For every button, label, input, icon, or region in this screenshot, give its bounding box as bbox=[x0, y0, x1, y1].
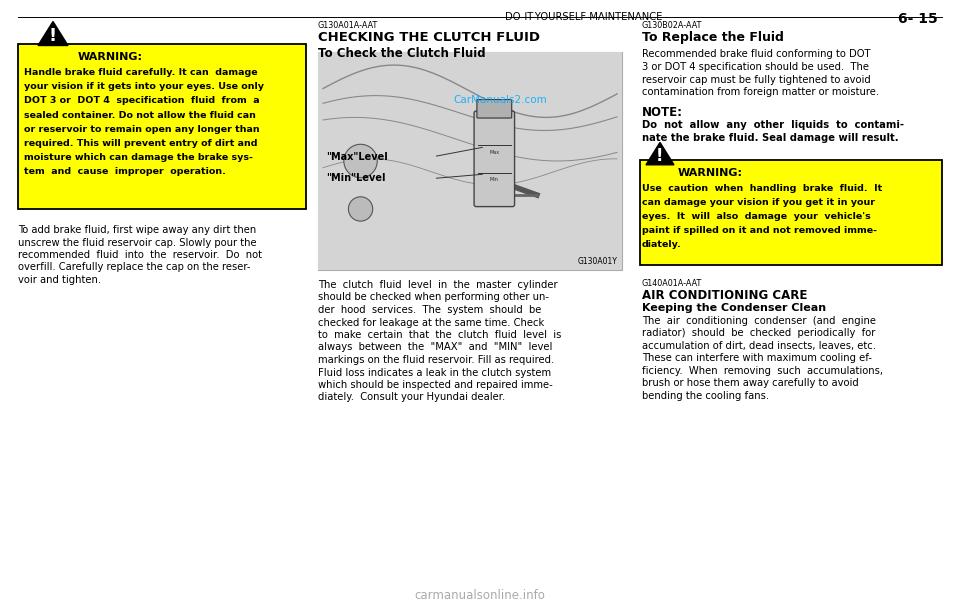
Text: Min: Min bbox=[490, 177, 498, 182]
Text: G140A01A-AAT: G140A01A-AAT bbox=[642, 279, 703, 288]
Text: brush or hose them away carefully to avoid: brush or hose them away carefully to avo… bbox=[642, 378, 859, 388]
Text: nate the brake fluid. Seal damage will result.: nate the brake fluid. Seal damage will r… bbox=[642, 133, 899, 143]
Text: NOTE:: NOTE: bbox=[642, 106, 683, 119]
Text: or reservoir to remain open any longer than: or reservoir to remain open any longer t… bbox=[24, 125, 259, 134]
Text: markings on the fluid reservoir. Fill as required.: markings on the fluid reservoir. Fill as… bbox=[318, 355, 554, 365]
Text: "Max"Level: "Max"Level bbox=[326, 152, 388, 162]
Text: AIR CONDITIONING CARE: AIR CONDITIONING CARE bbox=[642, 289, 807, 302]
Text: moisture which can damage the brake sys-: moisture which can damage the brake sys- bbox=[24, 153, 252, 162]
Text: To Check the Clutch Fluid: To Check the Clutch Fluid bbox=[318, 47, 486, 60]
Text: Keeping the Condenser Clean: Keeping the Condenser Clean bbox=[642, 303, 827, 313]
Text: your vision if it gets into your eyes. Use only: your vision if it gets into your eyes. U… bbox=[24, 82, 264, 91]
Text: "Min"Level: "Min"Level bbox=[326, 173, 386, 184]
Text: der  hood  services.  The  system  should  be: der hood services. The system should be bbox=[318, 305, 541, 315]
Circle shape bbox=[344, 144, 377, 177]
Text: recommended  fluid  into  the  reservoir.  Do  not: recommended fluid into the reservoir. Do… bbox=[18, 250, 262, 260]
Text: tem  and  cause  improper  operation.: tem and cause improper operation. bbox=[24, 168, 226, 176]
Text: radiator)  should  be  checked  periodically  for: radiator) should be checked periodically… bbox=[642, 328, 876, 338]
Text: !: ! bbox=[49, 27, 57, 45]
Text: paint if spilled on it and not removed imme-: paint if spilled on it and not removed i… bbox=[642, 226, 877, 235]
Text: The  air  conditioning  condenser  (and  engine: The air conditioning condenser (and engi… bbox=[642, 316, 876, 326]
Text: should be checked when performing other un-: should be checked when performing other … bbox=[318, 293, 549, 302]
Text: can damage your vision if you get it in your: can damage your vision if you get it in … bbox=[642, 198, 875, 207]
Text: accumulation of dirt, dead insects, leaves, etc.: accumulation of dirt, dead insects, leav… bbox=[642, 341, 876, 351]
Polygon shape bbox=[646, 143, 674, 165]
Text: CHECKING THE CLUTCH FLUID: CHECKING THE CLUTCH FLUID bbox=[318, 31, 540, 44]
Text: WARNING:: WARNING: bbox=[678, 168, 743, 178]
Text: To Replace the Fluid: To Replace the Fluid bbox=[642, 31, 784, 44]
Text: voir and tighten.: voir and tighten. bbox=[18, 275, 101, 285]
FancyBboxPatch shape bbox=[477, 100, 512, 118]
Text: 3 or DOT 4 specification should be used.  The: 3 or DOT 4 specification should be used.… bbox=[642, 62, 869, 72]
Text: eyes.  It  will  also  damage  your  vehicle's: eyes. It will also damage your vehicle's bbox=[642, 212, 871, 221]
Text: Handle brake fluid carefully. It can  damage: Handle brake fluid carefully. It can dam… bbox=[24, 68, 257, 77]
FancyBboxPatch shape bbox=[18, 44, 306, 209]
FancyBboxPatch shape bbox=[640, 160, 942, 265]
Text: To add brake fluid, first wipe away any dirt then: To add brake fluid, first wipe away any … bbox=[18, 225, 256, 235]
Text: overfill. Carefully replace the cap on the reser-: overfill. Carefully replace the cap on t… bbox=[18, 263, 251, 272]
Text: required. This will prevent entry of dirt and: required. This will prevent entry of dir… bbox=[24, 139, 257, 148]
Text: reservoir cap must be fully tightened to avoid: reservoir cap must be fully tightened to… bbox=[642, 75, 871, 84]
Polygon shape bbox=[38, 21, 68, 45]
Text: which should be inspected and repaired imme-: which should be inspected and repaired i… bbox=[318, 380, 553, 390]
Text: G130A01Y: G130A01Y bbox=[578, 257, 618, 266]
Circle shape bbox=[348, 197, 372, 221]
Text: Fluid loss indicates a leak in the clutch system: Fluid loss indicates a leak in the clutc… bbox=[318, 367, 551, 378]
Text: DO-IT-YOURSELF MAINTENANCE: DO-IT-YOURSELF MAINTENANCE bbox=[505, 12, 662, 22]
Text: diately.  Consult your Hyundai dealer.: diately. Consult your Hyundai dealer. bbox=[318, 392, 505, 403]
Text: Use  caution  when  handling  brake  fluid.  It: Use caution when handling brake fluid. I… bbox=[642, 184, 882, 193]
Text: 6- 15: 6- 15 bbox=[899, 12, 938, 26]
Text: carmanualsonline.info: carmanualsonline.info bbox=[415, 589, 545, 602]
Text: !: ! bbox=[657, 147, 663, 165]
Text: Recommended brake fluid conforming to DOT: Recommended brake fluid conforming to DO… bbox=[642, 49, 871, 59]
Text: to  make  certain  that  the  clutch  fluid  level  is: to make certain that the clutch fluid le… bbox=[318, 330, 562, 340]
Text: G130A01A-AAT: G130A01A-AAT bbox=[318, 21, 378, 30]
Text: G130B02A-AAT: G130B02A-AAT bbox=[642, 21, 703, 30]
Text: ficiency.  When  removing  such  accumulations,: ficiency. When removing such accumulatio… bbox=[642, 366, 883, 376]
Text: contamination from foreign matter or moisture.: contamination from foreign matter or moi… bbox=[642, 88, 879, 97]
Text: WARNING:: WARNING: bbox=[78, 52, 143, 62]
Text: The  clutch  fluid  level  in  the  master  cylinder: The clutch fluid level in the master cyl… bbox=[318, 280, 558, 290]
Text: diately.: diately. bbox=[642, 240, 682, 249]
FancyBboxPatch shape bbox=[474, 111, 515, 207]
FancyBboxPatch shape bbox=[318, 52, 622, 270]
Text: These can interfere with maximum cooling ef-: These can interfere with maximum cooling… bbox=[642, 353, 872, 364]
Text: unscrew the fluid reservoir cap. Slowly pour the: unscrew the fluid reservoir cap. Slowly … bbox=[18, 237, 256, 247]
Text: Max: Max bbox=[490, 150, 499, 155]
Text: sealed container. Do not allow the fluid can: sealed container. Do not allow the fluid… bbox=[24, 111, 256, 119]
Text: Do  not  allow  any  other  liquids  to  contami-: Do not allow any other liquids to contam… bbox=[642, 120, 904, 130]
Text: CarManuals2.com: CarManuals2.com bbox=[453, 95, 547, 105]
Text: always  between  the  "MAX"  and  "MIN"  level: always between the "MAX" and "MIN" level bbox=[318, 343, 552, 353]
Text: checked for leakage at the same time. Check: checked for leakage at the same time. Ch… bbox=[318, 318, 544, 327]
Text: bending the cooling fans.: bending the cooling fans. bbox=[642, 391, 769, 401]
Text: DOT 3 or  DOT 4  specification  fluid  from  a: DOT 3 or DOT 4 specification fluid from … bbox=[24, 97, 259, 105]
FancyBboxPatch shape bbox=[318, 52, 622, 270]
